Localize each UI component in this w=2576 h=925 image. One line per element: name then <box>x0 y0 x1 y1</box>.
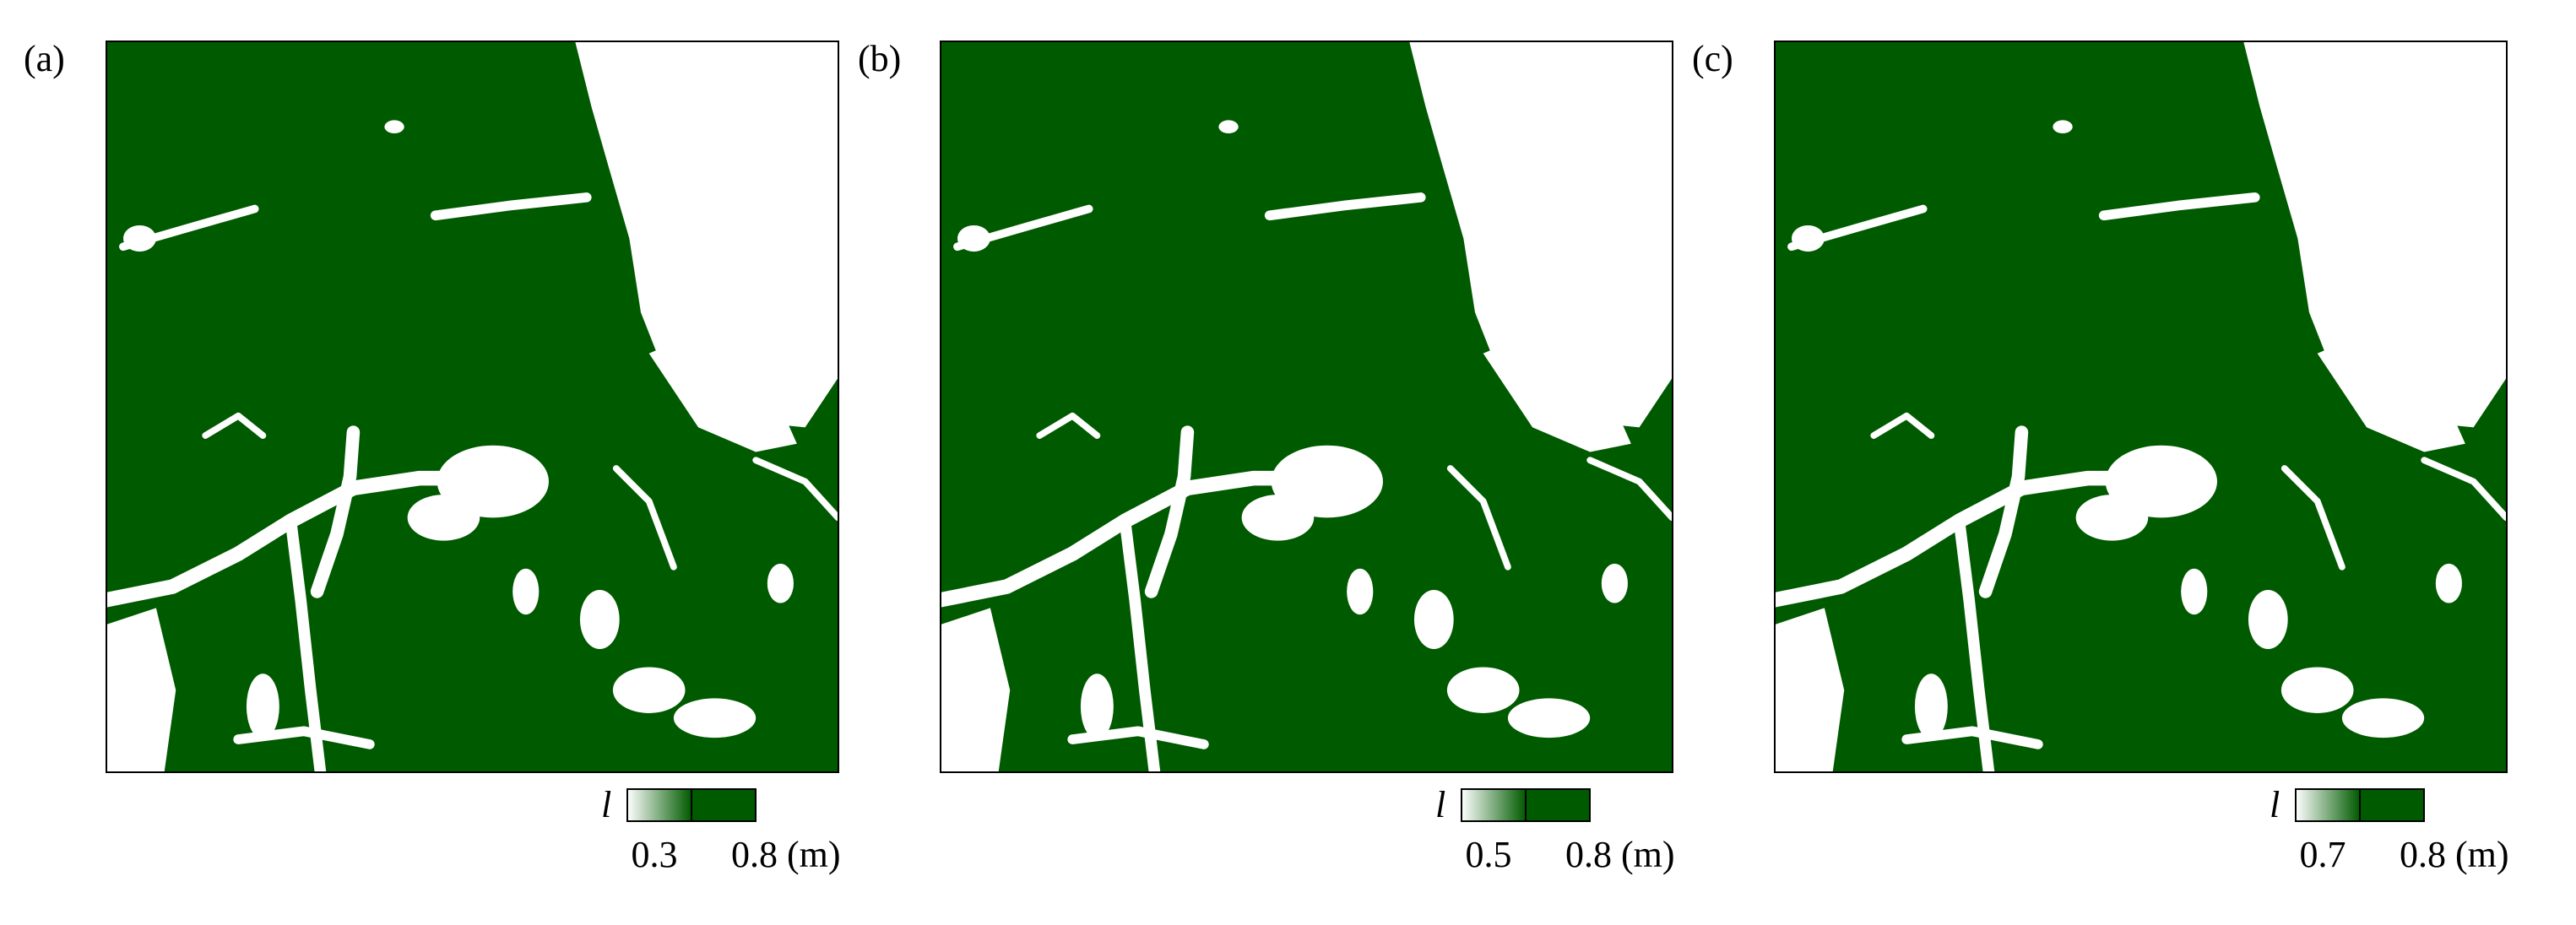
map-raster <box>107 41 838 772</box>
map-frame <box>1774 41 2508 773</box>
map-frame <box>106 41 839 773</box>
colorbar-solid <box>1526 789 1590 821</box>
colorbar-min-label: 0.5 <box>1466 834 1512 875</box>
colorbar-symbol: l <box>1435 784 1445 825</box>
colorbar-solid <box>2360 789 2424 821</box>
panel-label: (a) <box>24 38 65 79</box>
map-frame <box>940 41 1673 773</box>
colorbar-symbol: l <box>601 784 611 825</box>
colorbar-min-label: 0.3 <box>632 834 678 875</box>
colorbar-gradient <box>2296 789 2360 821</box>
map-raster <box>1776 41 2507 772</box>
panel: (b) l 0.5 0.8 (m) <box>858 38 1675 875</box>
colorbar-gradient <box>627 789 691 821</box>
map-raster <box>941 41 1673 772</box>
colorbar-symbol: l <box>2270 784 2280 825</box>
colorbar-solid <box>691 789 756 821</box>
panel-label: (b) <box>858 38 901 79</box>
colorbar-gradient <box>1462 789 1526 821</box>
panel-label: (c) <box>1692 38 1733 79</box>
panel: (a) l 0.3 0.8 (m) <box>24 38 841 875</box>
colorbar-min-label: 0.7 <box>2300 834 2346 875</box>
colorbar-max-label: 0.8 (m) <box>2400 834 2509 875</box>
panel: (c) l 0.7 0.8 (m) <box>1692 38 2509 875</box>
colorbar-max-label: 0.8 (m) <box>1565 834 1675 875</box>
colorbar-max-label: 0.8 (m) <box>731 834 841 875</box>
